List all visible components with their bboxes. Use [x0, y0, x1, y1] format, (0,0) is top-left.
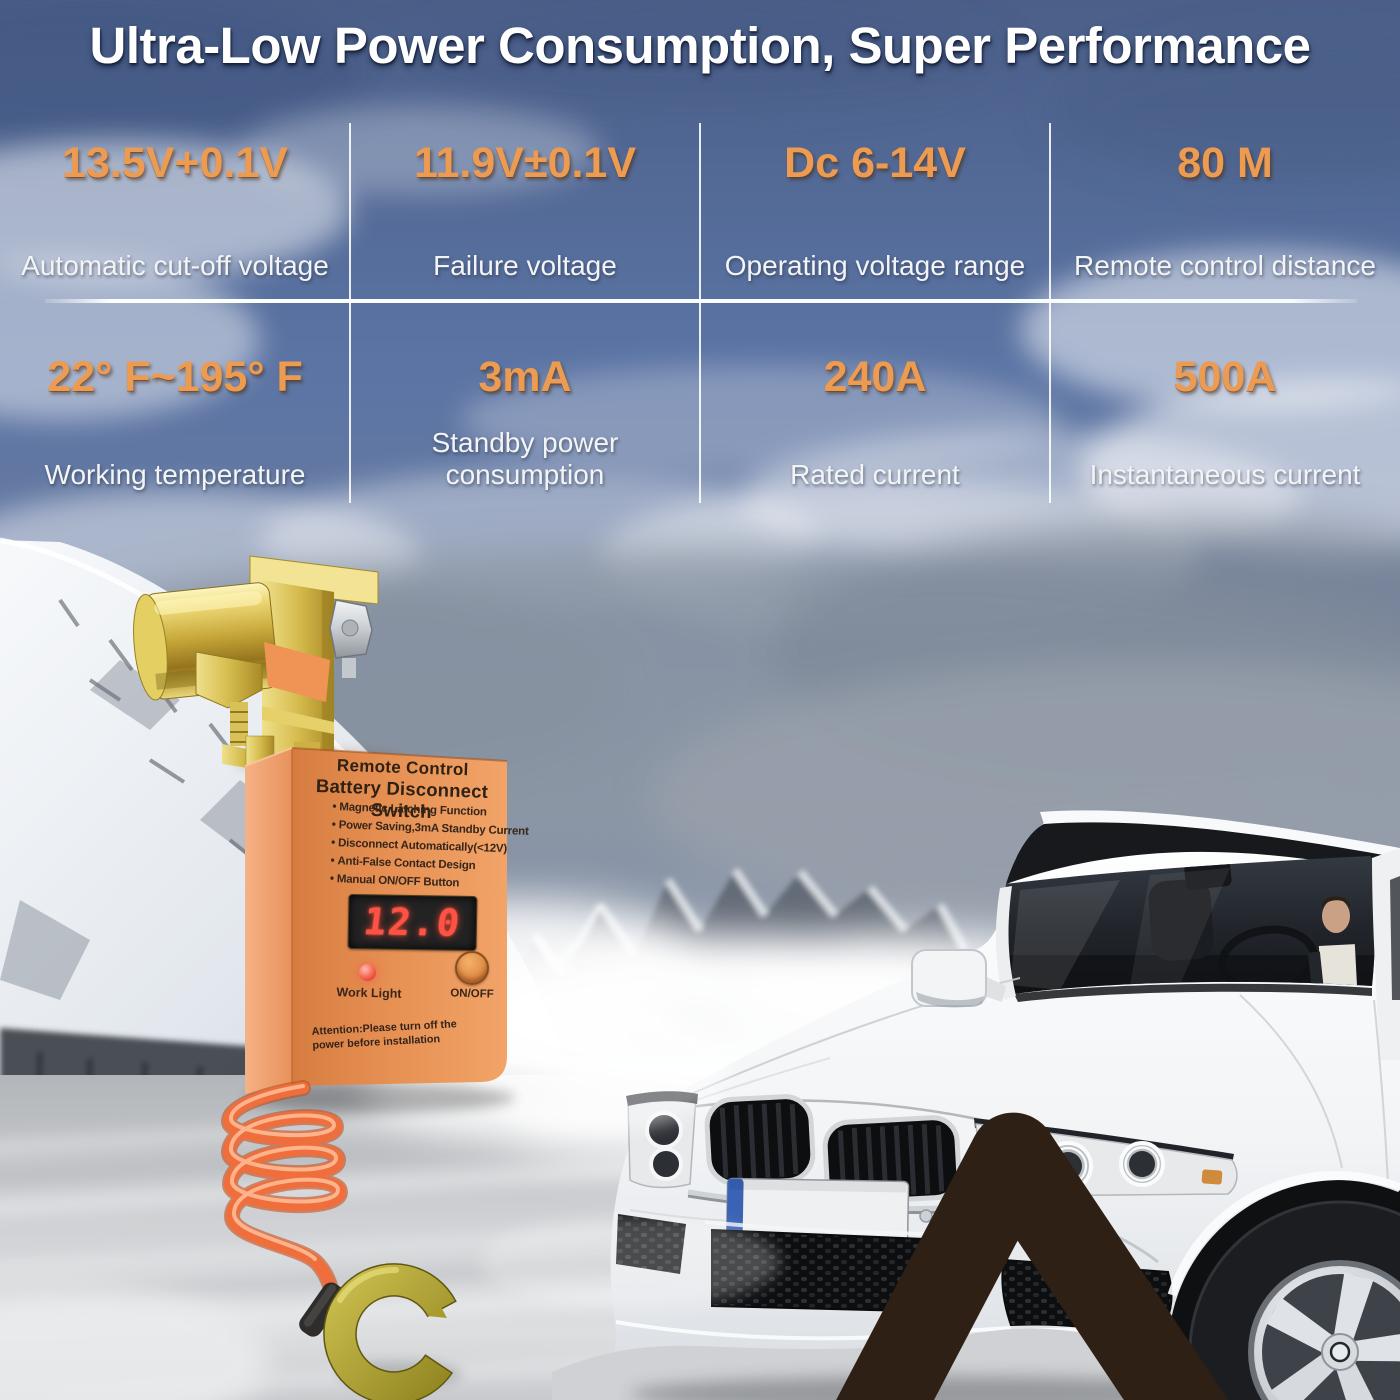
- grid-divider-horizontal: [45, 299, 1357, 303]
- spec-value: 500A: [1173, 353, 1277, 401]
- spec-cell-working-temperature: 22° F~195° F Working temperature: [0, 333, 350, 505]
- on-off-label: ON/OFF: [450, 987, 494, 1001]
- spec-cell-voltage-range: Dc 6-14V Operating voltage range: [700, 125, 1050, 300]
- voltage-display: 12.0: [347, 893, 478, 952]
- spec-grid: 13.5V+0.1V Automatic cut-off voltage 11.…: [0, 0, 1400, 520]
- device-feature-list: Magnetic Latching Function Power Saving,…: [329, 798, 529, 894]
- spec-cell-remote-distance: 80 M Remote control distance: [1050, 125, 1400, 300]
- ring-terminal: [299, 1263, 462, 1400]
- page-title: Ultra-Low Power Consumption, Super Perfo…: [89, 17, 1312, 74]
- coil-wire: [221, 1080, 349, 1304]
- grid-divider-vertical-2: [699, 123, 701, 503]
- spec-value: 22° F~195° F: [47, 353, 303, 401]
- parking-sensor: [919, 1209, 933, 1223]
- spec-value: Dc 6-14V: [784, 139, 966, 187]
- sky-clouds: [0, 0, 1400, 180]
- work-light-led: [359, 964, 376, 981]
- spec-cell-standby-power: 3mA Standby power consumption: [350, 333, 700, 505]
- spec-label: Automatic cut-off voltage: [21, 250, 329, 281]
- spec-value: 11.9V±0.1V: [413, 139, 637, 187]
- spec-label: Working temperature: [44, 459, 306, 490]
- spec-value: 240A: [823, 353, 927, 401]
- spec-value: 80 M: [1177, 139, 1273, 187]
- spec-value: 3mA: [478, 353, 572, 401]
- rearview-mirror: [1184, 860, 1232, 890]
- voltage-display-value: 12.0: [361, 900, 464, 945]
- warning-icon: [393, 1112, 1400, 1400]
- spec-cell-rated-current: 240A Rated current: [700, 333, 1050, 505]
- driver: [1307, 896, 1358, 993]
- on-off-button: [455, 951, 489, 985]
- spec-label: Instantaneous current: [1089, 459, 1361, 490]
- spec-label: Rated current: [790, 459, 960, 490]
- wheel-center-cap: [1329, 1341, 1351, 1363]
- spec-value: 13.5V+0.1V: [62, 139, 288, 187]
- spec-label: Standby power consumption: [431, 427, 619, 490]
- spec-label: Operating voltage range: [724, 250, 1026, 281]
- roof-rail: [1006, 822, 1400, 884]
- spec-label: Failure voltage: [433, 250, 617, 281]
- grid-divider-vertical-1: [349, 123, 351, 503]
- spec-label: Remote control distance: [1074, 250, 1376, 281]
- spec-cell-cutoff-voltage: 13.5V+0.1V Automatic cut-off voltage: [0, 125, 350, 300]
- headline-bar: Ultra-Low Power Consumption, Super Perfo…: [0, 16, 1400, 75]
- wheel-spokes: [1265, 1272, 1400, 1400]
- side-mirror: [911, 949, 1006, 1008]
- front-wheel: [1167, 1171, 1400, 1400]
- spec-cell-failure-voltage: 11.9V±0.1V Failure voltage: [350, 125, 700, 300]
- grid-divider-vertical-3: [1049, 123, 1051, 503]
- spec-cell-instantaneous-current: 500A Instantaneous current: [1050, 333, 1400, 505]
- work-light-label: Work Light: [336, 985, 402, 1001]
